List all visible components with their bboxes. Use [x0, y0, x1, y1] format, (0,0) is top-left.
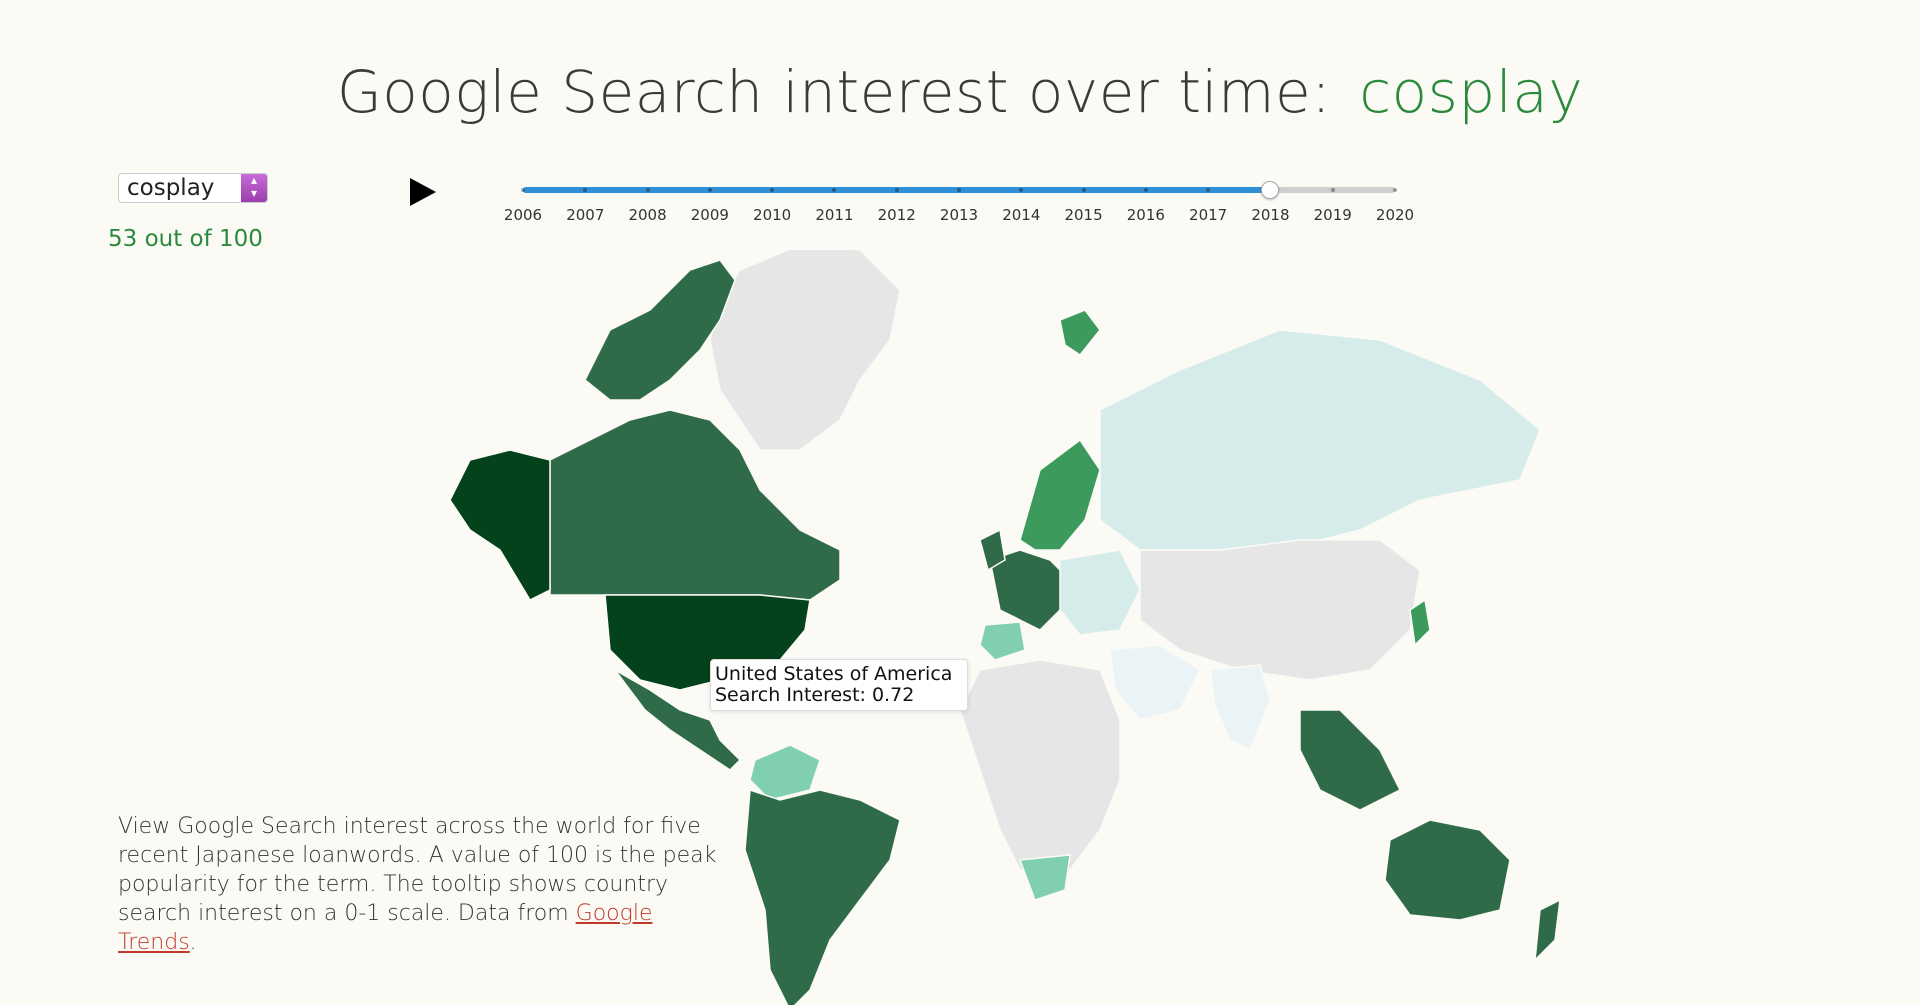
play-icon[interactable] — [410, 178, 436, 206]
year-label-2020[interactable]: 2020 — [1375, 206, 1415, 224]
slider-tick-2011 — [832, 188, 837, 192]
title-prefix: Google Search interest over time: — [336, 58, 1332, 126]
year-label-2008[interactable]: 2008 — [628, 206, 667, 224]
slider-fill — [523, 187, 1271, 193]
region-eastern-europe[interactable] — [1059, 549, 1141, 636]
slider-tick-2013 — [957, 188, 961, 192]
map-tooltip: United States of America Search Interest… — [710, 659, 968, 711]
slider-tick-2020 — [1393, 188, 1397, 192]
term-select[interactable]: cosplay ▴ ▾ — [118, 173, 268, 203]
slider-tick-2016 — [1143, 188, 1148, 192]
description-suffix: . — [189, 930, 197, 955]
term-select-value: cosplay — [127, 175, 215, 201]
region-africa[interactable] — [959, 659, 1121, 871]
slider-tick-2006 — [521, 188, 525, 192]
tooltip-country: United States of America — [715, 663, 953, 685]
region-scandinavia[interactable] — [1019, 438, 1101, 551]
year-label-2006[interactable]: 2006 — [503, 206, 543, 224]
slider-tick-2010 — [770, 188, 775, 192]
region-india[interactable] — [1209, 664, 1271, 752]
score-readout: 53 out of 100 — [108, 226, 263, 252]
region-uk[interactable] — [979, 528, 1006, 572]
year-label-2012[interactable]: 2012 — [877, 206, 916, 224]
year-label-2009[interactable]: 2009 — [690, 206, 729, 224]
description-body: View Google Search interest across the w… — [118, 814, 717, 926]
region-south-america[interactable] — [744, 788, 901, 1005]
region-australia[interactable] — [1384, 819, 1511, 921]
slider-tick-2014 — [1019, 188, 1024, 192]
region-southeast-asia[interactable] — [1299, 709, 1402, 811]
slider-tick-2012 — [894, 188, 899, 192]
year-label-2011[interactable]: 2011 — [815, 206, 854, 224]
year-label-2014[interactable]: 2014 — [1002, 206, 1041, 224]
region-new-zealand[interactable] — [1534, 898, 1561, 963]
region-russia[interactable] — [1099, 329, 1541, 551]
region-middle-east[interactable] — [1109, 644, 1201, 721]
region-south-africa[interactable] — [1018, 854, 1071, 901]
slider-tick-2015 — [1081, 188, 1086, 192]
google-trends-link[interactable]: Google Trends — [118, 901, 653, 955]
slider-handle[interactable] — [1261, 181, 1280, 199]
region-japan[interactable] — [1409, 598, 1431, 647]
world-map — [449, 250, 1561, 1005]
slider-tick-2008 — [645, 188, 650, 192]
slider-track[interactable] — [523, 187, 1395, 193]
slider-tick-2009 — [707, 188, 712, 192]
page-title: Google Search interest over time: cosplay — [0, 58, 1920, 126]
region-svalbard[interactable] — [1059, 309, 1101, 357]
year-label-2018[interactable]: 2018 — [1251, 206, 1290, 224]
year-label-2013[interactable]: 2013 — [939, 206, 979, 224]
year-label-2007[interactable]: 2007 — [566, 206, 605, 224]
region-alaska[interactable] — [449, 449, 551, 601]
year-slider[interactable]: 2006 2007 2008 2009 2010 2011 2012 2013 2014 2015… — [504, 181, 1414, 242]
tooltip-interest: Search Interest: 0.72 — [715, 684, 915, 706]
slider-tick-2007 — [583, 188, 588, 192]
region-iberia[interactable] — [979, 621, 1026, 661]
year-label-2017[interactable]: 2017 — [1189, 206, 1228, 224]
year-label-2019[interactable]: 2019 — [1313, 206, 1352, 224]
year-label-2010[interactable]: 2010 — [753, 206, 792, 224]
title-keyword: cosplay — [1359, 58, 1584, 126]
region-asia[interactable] — [1139, 539, 1421, 681]
region-mexico[interactable] — [614, 669, 742, 771]
year-label-2016[interactable]: 2016 — [1126, 206, 1165, 224]
year-label-2015[interactable]: 2015 — [1064, 206, 1103, 224]
region-greenland[interactable] — [709, 250, 901, 451]
description-text: View Google Search interest across the w… — [118, 812, 718, 957]
slider-tick-2017 — [1206, 188, 1211, 192]
slider-tick-2019 — [1330, 188, 1335, 192]
region-canada-islands[interactable] — [584, 259, 736, 401]
region-venezuela[interactable] — [749, 744, 821, 801]
select-stepper-icon[interactable]: ▴ ▾ — [241, 174, 267, 202]
